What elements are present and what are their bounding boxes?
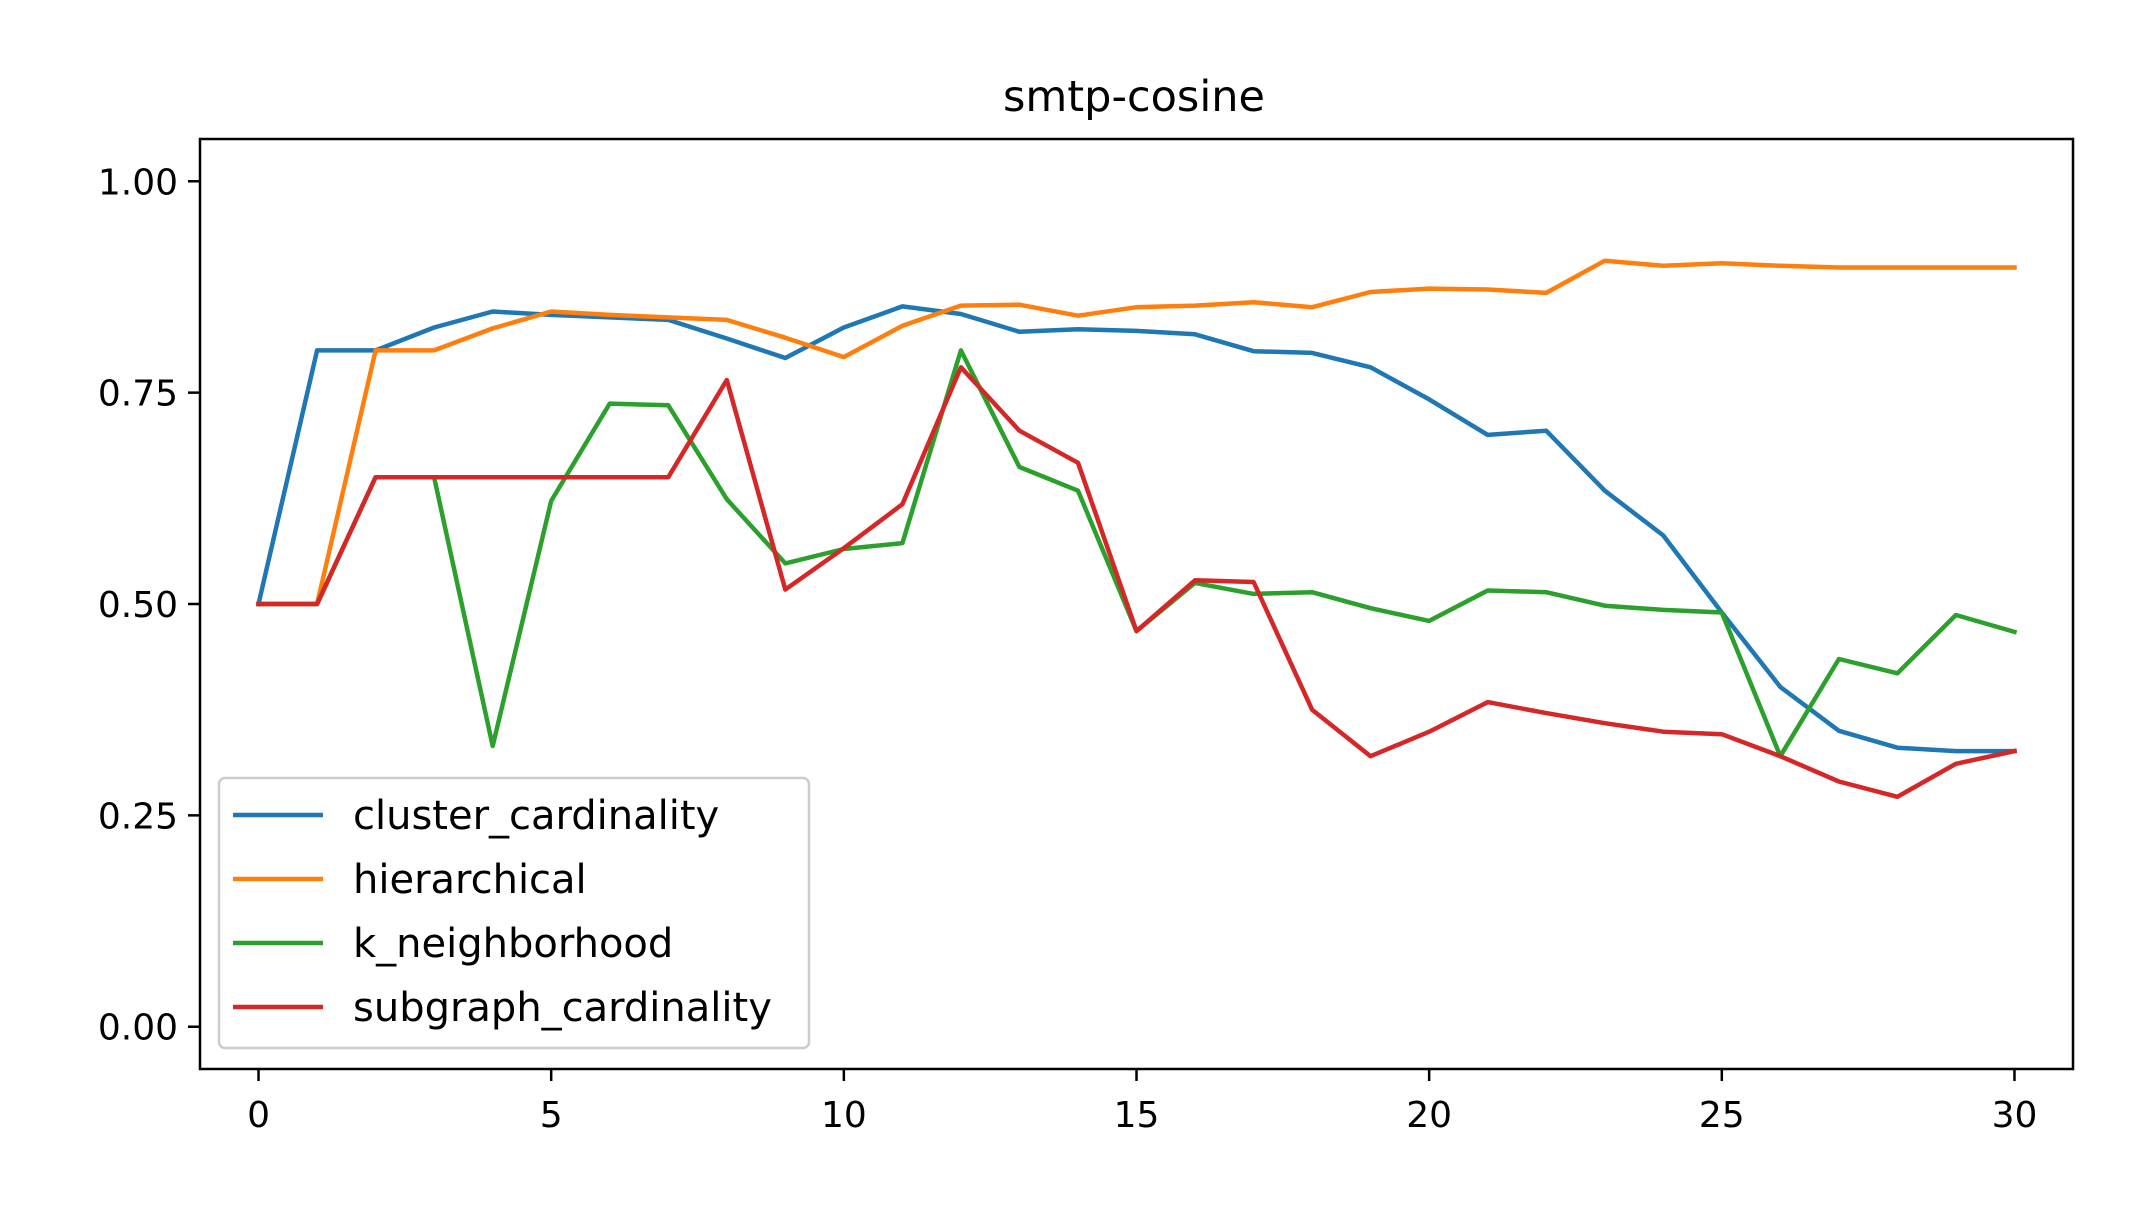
x-tick-label: 5 (540, 1095, 563, 1136)
y-tick-label: 1.00 (98, 162, 178, 203)
x-tick-label: 10 (821, 1095, 867, 1136)
x-tick-label: 15 (1114, 1095, 1160, 1136)
x-tick-label: 20 (1406, 1095, 1452, 1136)
y-tick-label: 0.25 (98, 796, 178, 837)
y-tick-label: 0.00 (98, 1008, 178, 1049)
legend-box (217, 776, 811, 1050)
x-axis: 0 5 10 15 20 25 30 (247, 1069, 2037, 1136)
y-tick-label: 0.50 (98, 585, 178, 626)
legend-label-k-neighborhood: k_neighborhood (353, 921, 673, 967)
series-line-hierarchical (256, 258, 2017, 607)
x-tick-label: 30 (1992, 1095, 2038, 1136)
legend-label-subgraph-cardinality: subgraph_cardinality (353, 985, 772, 1031)
y-tick-label: 0.75 (98, 374, 178, 415)
legend-label-hierarchical: hierarchical (353, 857, 587, 903)
legend: cluster_cardinality hierarchical k_neighbo… (217, 776, 811, 1050)
legend-label-cluster-cardinality: cluster_cardinality (353, 793, 719, 839)
y-axis: 0.00 0.25 0.50 0.75 1.00 (98, 162, 200, 1049)
chart-title: smtp-cosine (1003, 72, 1265, 122)
x-tick-label: 0 (247, 1095, 270, 1136)
series-layer (255, 258, 2018, 800)
series-line-subgraph-cardinality (256, 365, 2018, 800)
x-tick-label: 25 (1699, 1095, 1745, 1136)
